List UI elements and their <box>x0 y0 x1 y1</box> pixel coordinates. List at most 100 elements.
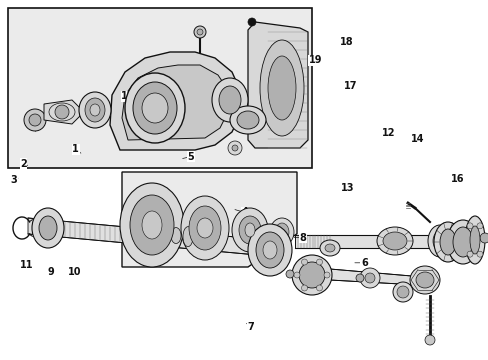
Ellipse shape <box>267 56 295 120</box>
Ellipse shape <box>239 216 261 244</box>
Text: 13: 13 <box>341 183 354 193</box>
Text: 15: 15 <box>121 91 135 102</box>
Ellipse shape <box>325 244 334 252</box>
Text: 3: 3 <box>10 175 17 185</box>
Ellipse shape <box>446 220 478 264</box>
Ellipse shape <box>90 104 100 116</box>
Ellipse shape <box>415 272 433 288</box>
Circle shape <box>424 335 434 345</box>
Text: 19: 19 <box>308 55 322 66</box>
Ellipse shape <box>269 218 293 246</box>
Ellipse shape <box>32 208 64 248</box>
Text: 17: 17 <box>344 81 357 91</box>
Ellipse shape <box>147 225 157 241</box>
Ellipse shape <box>79 92 111 128</box>
Text: 6: 6 <box>360 258 367 268</box>
Text: 11: 11 <box>20 260 34 270</box>
Ellipse shape <box>392 282 412 302</box>
Ellipse shape <box>142 93 168 123</box>
Circle shape <box>479 233 488 243</box>
Circle shape <box>293 272 299 278</box>
Circle shape <box>355 274 363 282</box>
Ellipse shape <box>469 226 479 254</box>
Ellipse shape <box>120 183 183 267</box>
Ellipse shape <box>197 218 213 238</box>
Ellipse shape <box>133 82 177 134</box>
Ellipse shape <box>376 227 412 255</box>
Ellipse shape <box>181 196 228 260</box>
Polygon shape <box>110 52 240 150</box>
Ellipse shape <box>39 216 57 240</box>
Circle shape <box>247 18 256 26</box>
Ellipse shape <box>183 227 193 247</box>
Ellipse shape <box>427 225 451 257</box>
Text: 9: 9 <box>48 267 55 277</box>
Circle shape <box>466 251 472 257</box>
Ellipse shape <box>237 111 259 129</box>
Ellipse shape <box>439 229 455 255</box>
Text: 10: 10 <box>67 267 81 277</box>
Polygon shape <box>44 100 80 124</box>
Ellipse shape <box>231 208 267 252</box>
Ellipse shape <box>244 223 254 237</box>
Circle shape <box>298 262 325 288</box>
Ellipse shape <box>219 86 241 114</box>
Ellipse shape <box>433 222 461 262</box>
Circle shape <box>316 285 322 291</box>
Ellipse shape <box>212 78 247 122</box>
Ellipse shape <box>263 241 276 259</box>
Polygon shape <box>122 65 227 140</box>
Circle shape <box>316 259 322 265</box>
Circle shape <box>301 259 307 265</box>
Circle shape <box>324 272 329 278</box>
Ellipse shape <box>171 228 181 244</box>
Circle shape <box>285 270 293 278</box>
Ellipse shape <box>396 286 408 298</box>
Circle shape <box>291 255 331 295</box>
Ellipse shape <box>135 222 145 242</box>
Circle shape <box>197 29 203 35</box>
Text: 14: 14 <box>410 134 424 144</box>
Polygon shape <box>247 22 307 148</box>
Circle shape <box>194 26 205 38</box>
Ellipse shape <box>159 224 169 244</box>
Circle shape <box>29 114 41 126</box>
Bar <box>294 235 449 248</box>
Ellipse shape <box>142 211 162 239</box>
Ellipse shape <box>247 224 291 276</box>
Ellipse shape <box>256 232 284 268</box>
Text: 1: 1 <box>72 144 79 154</box>
Circle shape <box>227 141 242 155</box>
Polygon shape <box>122 172 296 267</box>
Text: 16: 16 <box>449 174 463 184</box>
Ellipse shape <box>319 240 339 256</box>
Ellipse shape <box>274 223 288 241</box>
Ellipse shape <box>125 73 184 143</box>
Circle shape <box>301 285 307 291</box>
Text: 8: 8 <box>299 233 306 243</box>
Ellipse shape <box>409 266 439 294</box>
Polygon shape <box>294 266 434 286</box>
Ellipse shape <box>432 231 446 251</box>
Ellipse shape <box>189 206 221 250</box>
Circle shape <box>24 109 46 131</box>
Ellipse shape <box>195 230 204 246</box>
Ellipse shape <box>130 195 174 255</box>
Text: 12: 12 <box>381 128 395 138</box>
Text: 7: 7 <box>246 322 253 332</box>
Text: 20: 20 <box>261 82 274 92</box>
Circle shape <box>55 105 69 119</box>
Circle shape <box>476 251 482 257</box>
Ellipse shape <box>452 227 472 257</box>
Text: 2: 2 <box>20 159 27 169</box>
Ellipse shape <box>260 40 304 136</box>
Text: 4: 4 <box>241 207 247 217</box>
Ellipse shape <box>382 232 406 250</box>
Polygon shape <box>28 218 289 258</box>
Ellipse shape <box>464 216 484 264</box>
Ellipse shape <box>359 268 379 288</box>
Ellipse shape <box>85 98 105 122</box>
Ellipse shape <box>364 273 374 283</box>
Circle shape <box>231 145 238 151</box>
Text: 18: 18 <box>340 37 353 48</box>
